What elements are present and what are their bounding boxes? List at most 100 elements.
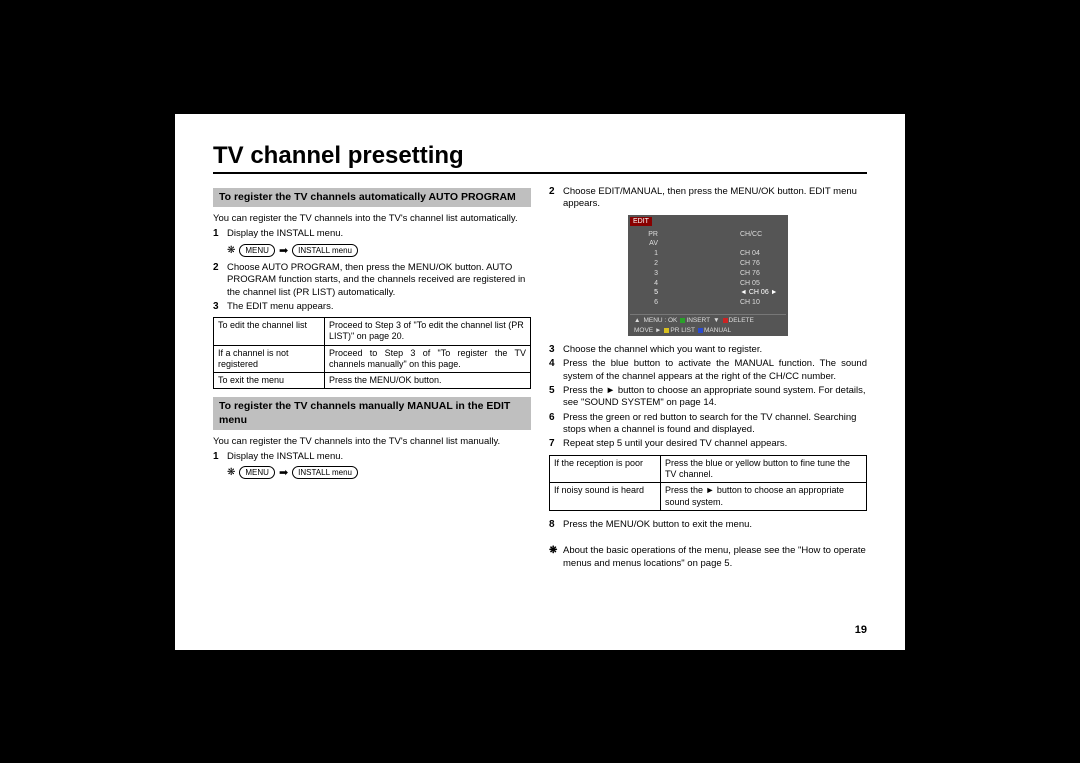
osd-row: 1CH 04 — [636, 249, 780, 259]
columns: To register the TV channels automaticall… — [213, 184, 867, 572]
cell: Proceed to Step 3 of "To register the TV… — [324, 345, 530, 373]
osd-move: MOVE ► — [634, 327, 661, 334]
step: 2 Choose AUTO PROGRAM, then press the ME… — [213, 262, 531, 299]
manual-page: TV channel presetting To register the TV… — [175, 114, 905, 650]
cell: To exit the menu — [214, 373, 325, 389]
step-num: 8 — [549, 519, 563, 531]
auto-intro: You can register the TV channels into th… — [213, 213, 531, 225]
section-head-manual: To register the TV channels manually MAN… — [213, 397, 531, 429]
page-number: 19 — [855, 624, 867, 636]
text-fragment: Press the — [563, 385, 606, 396]
manual-intro: You can register the TV channels into th… — [213, 436, 531, 448]
step-num: 7 — [549, 438, 563, 450]
step-text: Display the INSTALL menu. — [227, 228, 531, 240]
step-num: 3 — [549, 344, 563, 356]
cell: Press the MENU/OK button. — [324, 373, 530, 389]
step-num: 6 — [549, 412, 563, 437]
table-row: To edit the channel list Proceed to Step… — [214, 318, 531, 346]
cell: To edit the channel list — [214, 318, 325, 346]
osd-row: 2CH 76 — [636, 259, 780, 269]
menu-button: MENU — [239, 466, 275, 479]
step-text: Press the ► button to choose an appropri… — [563, 385, 867, 410]
table-row: If noisy sound is heard Press the ► butt… — [550, 483, 867, 511]
menu-path: ❋ MENU ➡ INSTALL menu — [227, 244, 531, 257]
step-text: Press the MENU/OK button to exit the men… — [563, 519, 867, 531]
table-row: If a channel is not registered Proceed t… — [214, 345, 531, 373]
step: 8 Press the MENU/OK button to exit the m… — [549, 519, 867, 531]
asterisk-icon: ❋ — [227, 467, 235, 478]
step-text: Repeat step 5 until your desired TV chan… — [563, 438, 867, 450]
osd-pr-head: PR — [636, 230, 664, 240]
step: 4 Press the blue button to activate the … — [549, 358, 867, 383]
osd-row: 5◄ CH 06 ► — [636, 288, 780, 298]
menu-button: MENU — [239, 244, 275, 257]
text-fragment: Press the — [665, 485, 706, 495]
left-column: To register the TV channels automaticall… — [213, 184, 531, 572]
osd-foot-menu: MENU : OK — [643, 317, 677, 324]
cell: Press the blue or yellow button to fine … — [660, 455, 866, 483]
step-num: 5 — [549, 385, 563, 410]
edit-menu-table: To edit the channel list Proceed to Step… — [213, 317, 531, 389]
step-text: Choose the channel which you want to reg… — [563, 344, 867, 356]
step-num: 1 — [213, 451, 227, 463]
cell: Press the ► button to choose an appropri… — [660, 483, 866, 511]
step-num: 4 — [549, 358, 563, 383]
osd-rows: 1CH 042CH 763CH 764CH 055◄ CH 06 ►6CH 10 — [636, 249, 780, 308]
step-num: 2 — [549, 186, 563, 211]
arrow-icon: ➡ — [279, 466, 288, 479]
step: 2 Choose EDIT/MANUAL, then press the MEN… — [549, 186, 867, 211]
step-text: The EDIT menu appears. — [227, 301, 531, 313]
osd-footer: ▲ MENU : OK INSERT ▼ DELETE MOVE ► PR LI… — [630, 314, 786, 334]
step-text: Press the blue button to activate the MA… — [563, 358, 867, 383]
install-menu-button: INSTALL menu — [292, 244, 358, 257]
menu-path: ❋ MENU ➡ INSTALL menu — [227, 466, 531, 479]
page-title: TV channel presetting — [213, 142, 867, 174]
step: 3 Choose the channel which you want to r… — [549, 344, 867, 356]
osd-down-icon: ▼ — [713, 317, 719, 324]
step: 3 The EDIT menu appears. — [213, 301, 531, 313]
install-menu-button: INSTALL menu — [292, 466, 358, 479]
footnote: ❋ About the basic operations of the menu… — [549, 545, 867, 570]
step: 5 Press the ► button to choose an approp… — [549, 385, 867, 410]
step: 1 Display the INSTALL menu. — [213, 451, 531, 463]
asterisk-icon: ❋ — [549, 545, 563, 570]
play-icon: ► — [606, 385, 615, 396]
cell: Proceed to Step 3 of "To edit the channe… — [324, 318, 530, 346]
asterisk-icon: ❋ — [227, 245, 235, 256]
osd-row: AV — [636, 239, 780, 249]
osd-row: 3CH 76 — [636, 269, 780, 279]
section-head-auto: To register the TV channels automaticall… — [213, 188, 531, 207]
osd-prlist: PR LIST — [664, 327, 695, 334]
trouble-table: If the reception is poor Press the blue … — [549, 455, 867, 511]
osd-delete: DELETE — [723, 317, 754, 324]
right-column: 2 Choose EDIT/MANUAL, then press the MEN… — [549, 184, 867, 572]
cell: If a channel is not registered — [214, 345, 325, 373]
osd-body: PR CH/CC AV 1CH 042CH 763CH 764CH 055◄ C… — [630, 226, 786, 312]
osd-row: 6CH 10 — [636, 298, 780, 308]
osd-insert: INSERT — [680, 317, 710, 324]
step: 7 Repeat step 5 until your desired TV ch… — [549, 438, 867, 450]
table-row: If the reception is poor Press the blue … — [550, 455, 867, 483]
step: 6 Press the green or red button to searc… — [549, 412, 867, 437]
arrow-icon: ➡ — [279, 244, 288, 257]
step-num: 1 — [213, 228, 227, 240]
osd-manual: MANUAL — [698, 327, 731, 334]
step-num: 2 — [213, 262, 227, 299]
footnote-text: About the basic operations of the menu, … — [563, 545, 867, 570]
step-text: Choose EDIT/MANUAL, then press the MENU/… — [563, 186, 867, 211]
osd-edit-menu: EDIT PR CH/CC AV 1CH 042CH 763CH 764CH 0… — [628, 215, 788, 336]
osd-title: EDIT — [630, 217, 652, 226]
osd-up-icon: ▲ — [634, 317, 640, 324]
cell: If the reception is poor — [550, 455, 661, 483]
table-row: To exit the menu Press the MENU/OK butto… — [214, 373, 531, 389]
step-text: Press the green or red button to search … — [563, 412, 867, 437]
step-text: Display the INSTALL menu. — [227, 451, 531, 463]
osd-header: PR CH/CC — [636, 230, 780, 240]
osd-row: 4CH 05 — [636, 279, 780, 289]
step-num: 3 — [213, 301, 227, 313]
cell: If noisy sound is heard — [550, 483, 661, 511]
osd-ch-head: CH/CC — [740, 230, 780, 240]
step: 1 Display the INSTALL menu. — [213, 228, 531, 240]
step-text: Choose AUTO PROGRAM, then press the MENU… — [227, 262, 531, 299]
osd-av: AV — [636, 239, 664, 249]
